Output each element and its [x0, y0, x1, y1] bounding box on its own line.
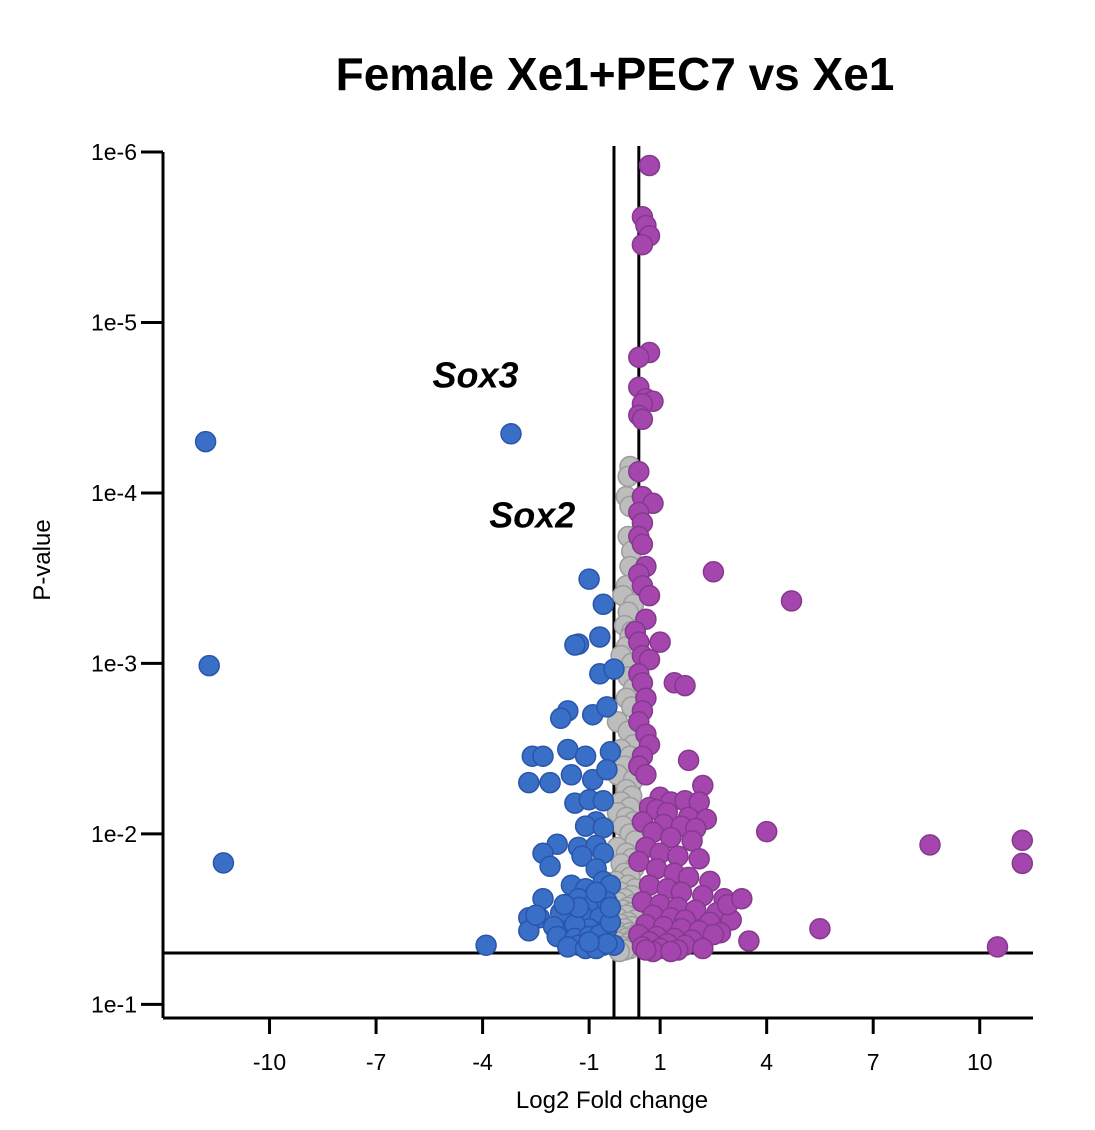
- up-point: [635, 764, 657, 786]
- down-point: [592, 593, 615, 616]
- down-point: [596, 696, 618, 718]
- series-down: [194, 423, 625, 960]
- down-point: [518, 771, 540, 794]
- gene-label-sox2: Sox2: [489, 495, 575, 536]
- up-point: [681, 830, 703, 852]
- up-point: [919, 834, 941, 856]
- down-point: [596, 758, 618, 781]
- down-point: [571, 845, 593, 867]
- up-point: [638, 648, 661, 671]
- down-point: [557, 936, 579, 958]
- down-point: [574, 815, 597, 837]
- up-point: [1011, 829, 1034, 852]
- down-point: [599, 896, 622, 919]
- up-point: [638, 154, 661, 177]
- up-point: [631, 233, 654, 256]
- up-point: [755, 820, 778, 843]
- down-point: [212, 852, 235, 874]
- up-point: [660, 940, 682, 963]
- down-point: [560, 764, 583, 786]
- data-points: [194, 154, 1034, 963]
- series-up: [624, 154, 1034, 963]
- down-point: [539, 771, 561, 794]
- x-tick-label: 4: [760, 1049, 773, 1075]
- x-tick-label: 10: [967, 1049, 993, 1075]
- up-point: [1011, 852, 1034, 875]
- down-point: [532, 745, 554, 767]
- down-point: [578, 931, 600, 953]
- down-point: [603, 658, 625, 680]
- down-point: [585, 881, 607, 904]
- y-tick-label: 1e-1: [91, 991, 137, 1017]
- y-tick-label: 1e-6: [91, 139, 137, 165]
- down-point: [500, 423, 522, 445]
- down-point: [525, 904, 547, 926]
- y-tick-label: 1e-3: [91, 650, 137, 676]
- up-point: [692, 937, 714, 960]
- down-point: [596, 932, 618, 955]
- y-axis-title: P-value: [29, 519, 56, 600]
- up-point: [688, 848, 710, 870]
- up-point: [731, 887, 753, 910]
- annotations: Sox3 Sox2: [432, 354, 575, 535]
- down-point: [557, 738, 579, 761]
- down-point: [549, 707, 572, 730]
- down-point: [578, 568, 600, 590]
- y-tick-label: 1e-4: [91, 480, 137, 506]
- down-point: [475, 934, 497, 956]
- up-point: [631, 533, 654, 556]
- up-point: [702, 561, 725, 583]
- x-tick-label: -1: [579, 1049, 599, 1075]
- down-point: [198, 654, 220, 677]
- x-axis-title: Log2 Fold change: [516, 1087, 708, 1114]
- gene-label-sox3: Sox3: [432, 354, 518, 395]
- up-point: [649, 631, 671, 653]
- down-point: [599, 741, 622, 763]
- x-tick-label: -4: [472, 1049, 493, 1075]
- y-tick-label: 1e-2: [91, 821, 137, 847]
- down-point: [553, 893, 576, 916]
- y-tick-label: 1e-5: [91, 309, 137, 335]
- up-point: [677, 749, 700, 772]
- up-point: [635, 939, 657, 961]
- up-point: [638, 584, 661, 607]
- down-point: [564, 634, 586, 656]
- up-point: [660, 826, 682, 849]
- up-point: [738, 930, 760, 952]
- axes: 1e-6 1e-5 1e-4 1e-3 1e-2 1e-1 -10 -7 -4 -1 1 4 7 10: [91, 139, 1033, 1075]
- x-tick-label: -10: [253, 1049, 286, 1075]
- up-point: [809, 917, 831, 940]
- down-point: [194, 430, 217, 453]
- down-point: [574, 745, 597, 767]
- up-point: [780, 590, 803, 612]
- down-point: [592, 790, 615, 812]
- up-point: [628, 460, 650, 483]
- down-point: [539, 855, 561, 878]
- up-point: [628, 346, 650, 369]
- up-point: [628, 850, 650, 873]
- up-point: [631, 408, 654, 431]
- down-point: [592, 816, 615, 839]
- x-tick-label: 7: [867, 1049, 880, 1075]
- x-tick-label: -7: [366, 1049, 386, 1075]
- x-tick-label: 1: [654, 1049, 667, 1075]
- down-point: [589, 626, 611, 648]
- chart-title: Female Xe1+PEC7 vs Xe1: [336, 48, 895, 100]
- up-point: [674, 674, 696, 697]
- up-point: [986, 936, 1009, 958]
